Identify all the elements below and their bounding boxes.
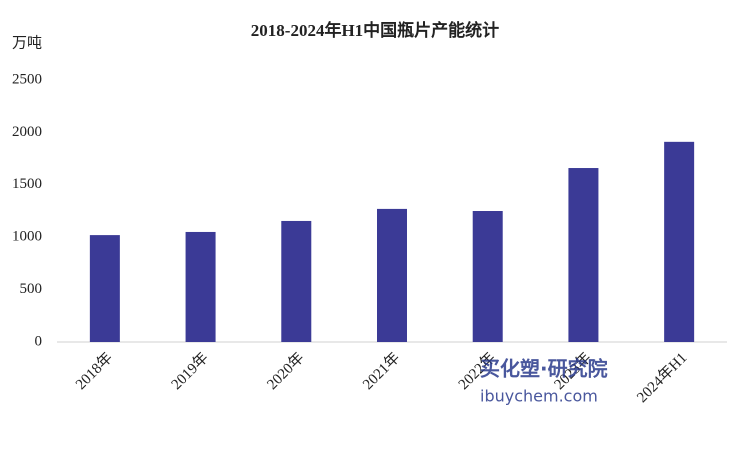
- chart-title: 2018-2024年H1中国瓶片产能统计: [251, 20, 499, 40]
- y-tick-label: 1000: [12, 229, 42, 245]
- y-tick-label: 0: [35, 333, 43, 349]
- x-tick-label: 2019年: [168, 349, 212, 393]
- bar: [281, 220, 312, 342]
- bar: [89, 235, 120, 342]
- x-tick-label: 2024年H1: [634, 349, 691, 406]
- bar: [185, 231, 216, 342]
- watermark-logo: 买化塑·研究院: [480, 357, 608, 381]
- y-tick-label: 500: [20, 281, 43, 297]
- x-tick-label: 2021年: [359, 349, 403, 393]
- bar: [664, 141, 695, 342]
- y-tick-label: 2000: [12, 124, 42, 140]
- x-tick-label: 2018年: [72, 349, 116, 393]
- y-tick-label: 2500: [12, 71, 42, 87]
- y-axis-label: 万吨: [12, 34, 42, 51]
- bar: [568, 168, 599, 342]
- y-tick-label: 1500: [12, 176, 42, 192]
- bar: [377, 208, 407, 342]
- watermark-url: ibuychem.com: [480, 387, 598, 406]
- bar: [472, 211, 503, 342]
- x-tick-label: 2020年: [264, 349, 308, 393]
